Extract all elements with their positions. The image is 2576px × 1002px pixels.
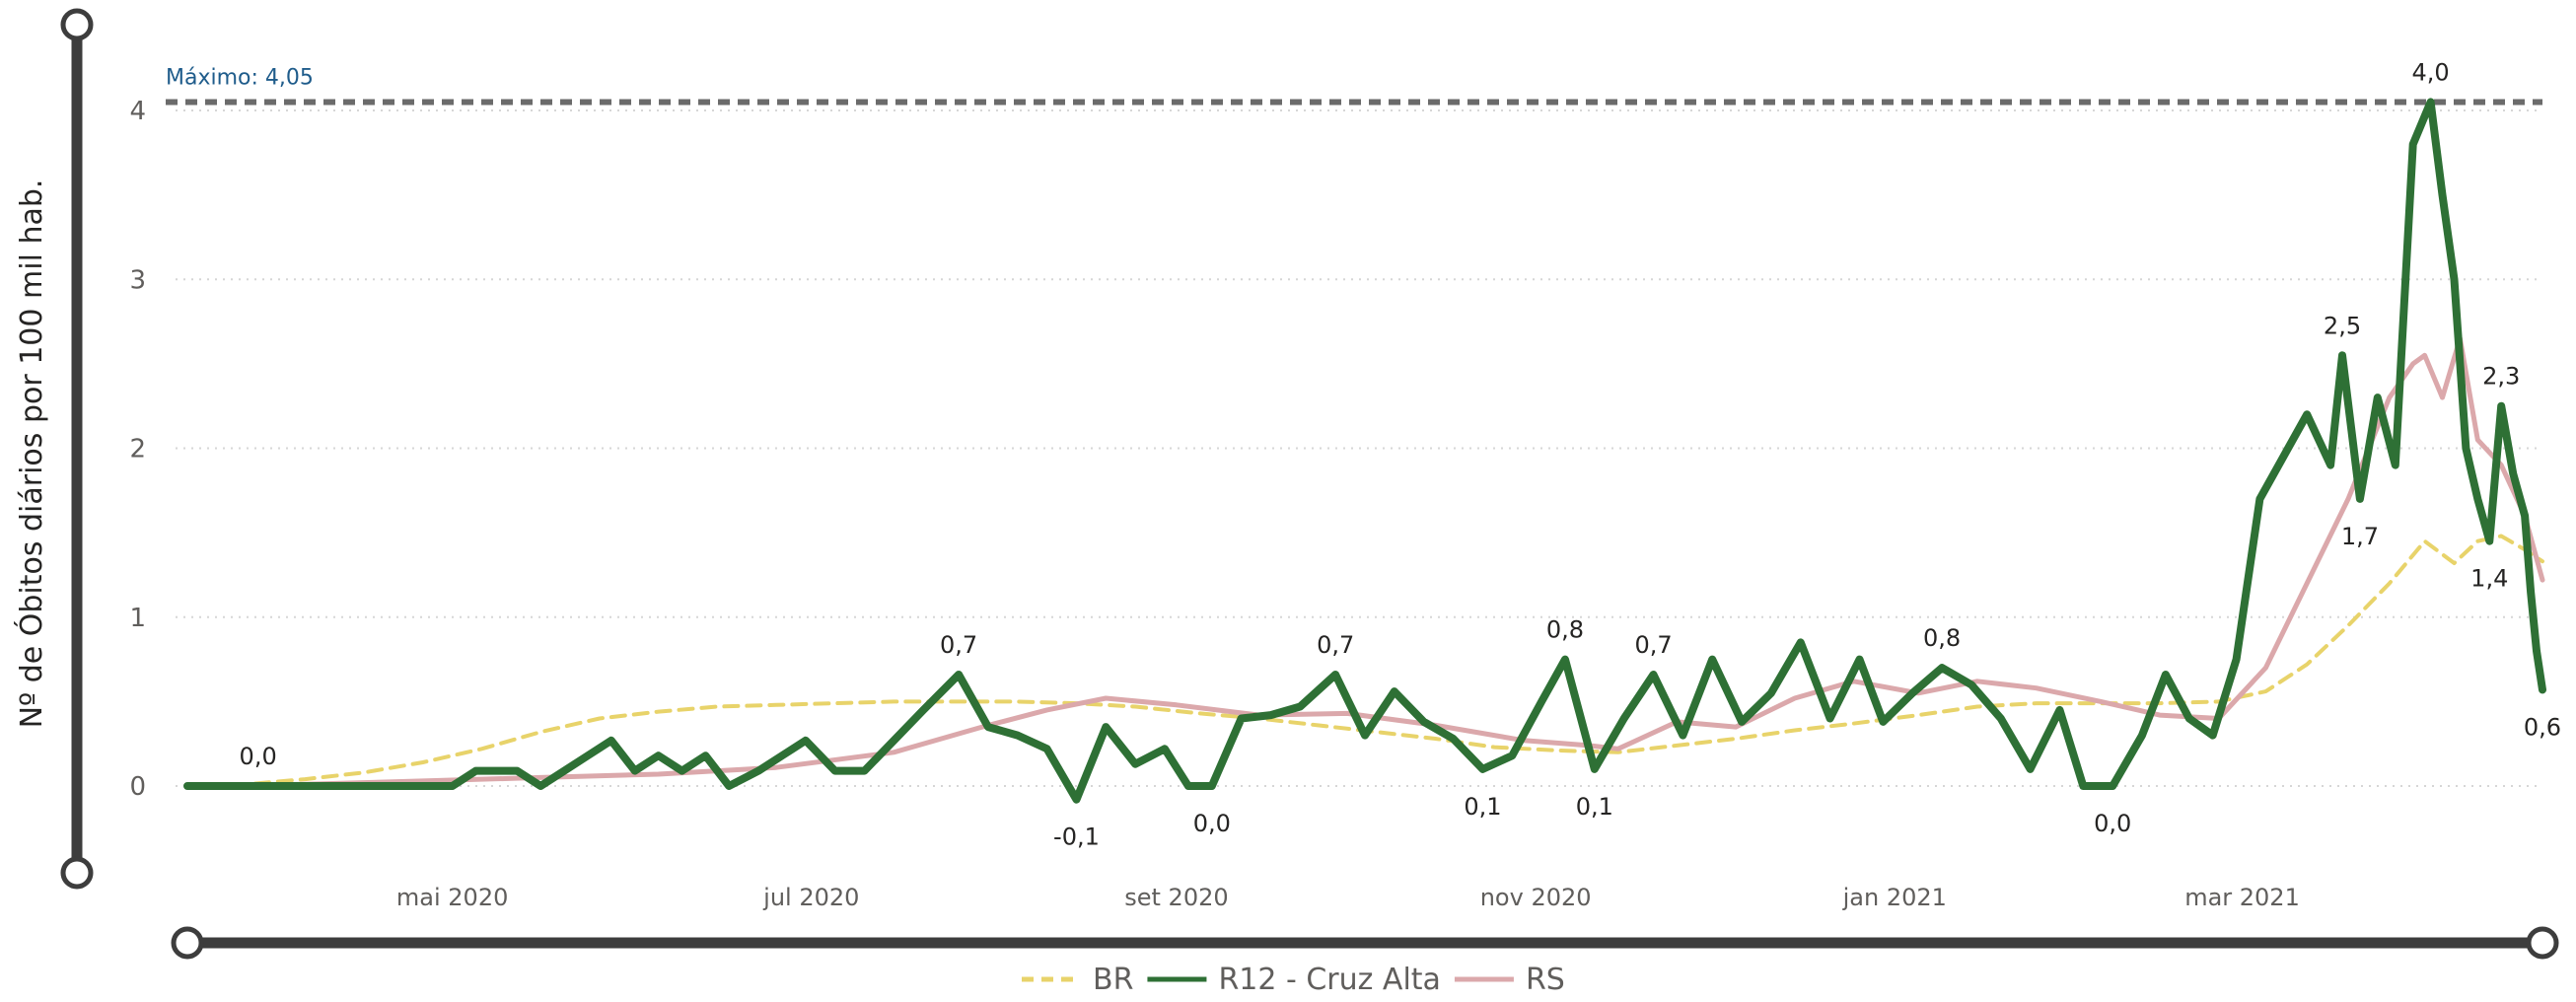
legend-item-2[interactable]: RS [1454,963,1565,997]
reference-line-group: Máximo: 4,05 [166,65,2542,106]
series-lines [183,98,2546,804]
y-tick-label: 2 [129,435,146,465]
data-label: -0,1 [1053,823,1100,851]
x-slider-right-handle[interactable] [2526,926,2559,960]
max-reference-label: Máximo: 4,05 [166,65,314,90]
data-labels: 0,0 0,7 -0,1 0,0 0,7 0,1 0,8 0,1 0,7 0,8 0,0 2,5 1,7… [240,58,2562,850]
data-label: 0,7 [1634,631,1672,659]
data-label: 4,0 [2411,58,2449,86]
legend-item-1[interactable]: R12 - Cruz Alta [1147,963,1441,997]
y-tick-label: 1 [129,604,146,633]
data-label: 0,0 [240,743,277,770]
y-axis-ticks: 0 1 2 3 4 [129,97,146,802]
y-slider-top-handle[interactable] [60,8,94,41]
legend-label: R12 - Cruz Alta [1218,963,1441,997]
series-line-2[interactable] [184,335,2545,789]
y-tick-label: 4 [129,97,146,126]
x-range-slider[interactable] [171,926,2559,960]
x-slider-left-handle[interactable] [171,926,204,960]
gridlines [176,109,2542,787]
x-tick-label: nov 2020 [1480,884,1592,911]
y-range-slider[interactable] [60,8,94,890]
data-label: 0,1 [1576,793,1613,821]
legend[interactable]: BR R12 - Cruz Alta RS [1022,963,1565,997]
y-tick-label: 0 [129,772,146,802]
x-tick-label: mar 2021 [2184,884,2300,911]
x-tick-label: set 2020 [1124,884,1228,911]
y-slider-bottom-handle[interactable] [60,856,94,890]
legend-label: BR [1093,963,1133,997]
data-label: 1,4 [2470,565,2508,593]
series-line-1[interactable] [183,98,2546,804]
x-tick-label: jul 2020 [762,884,859,911]
data-label: 0,8 [1546,616,1584,644]
data-label: 0,1 [1464,793,1501,821]
data-label: 0,7 [940,631,977,659]
data-label: 0,6 [2524,713,2561,741]
data-label: 2,3 [2482,363,2520,391]
y-tick-label: 3 [129,265,146,295]
x-tick-label: jan 2021 [1842,884,1947,911]
legend-label: RS [1526,963,1565,997]
data-label: 0,8 [1923,624,1961,652]
legend-item-0[interactable]: BR [1022,963,1133,997]
data-label: 1,7 [2341,523,2379,550]
series-line-0[interactable] [185,534,2544,788]
data-label: 0,0 [1193,810,1231,837]
x-axis-ticks: mai 2020 jul 2020 set 2020 nov 2020 jan 2021… [396,884,2300,911]
data-label: 2,5 [2324,312,2361,339]
x-tick-label: mai 2020 [396,884,508,911]
y-axis-title: Nº de Óbitos diários por 100 mil hab. [13,179,49,729]
data-label: 0,7 [1317,631,1354,659]
data-label: 0,0 [2094,810,2131,837]
